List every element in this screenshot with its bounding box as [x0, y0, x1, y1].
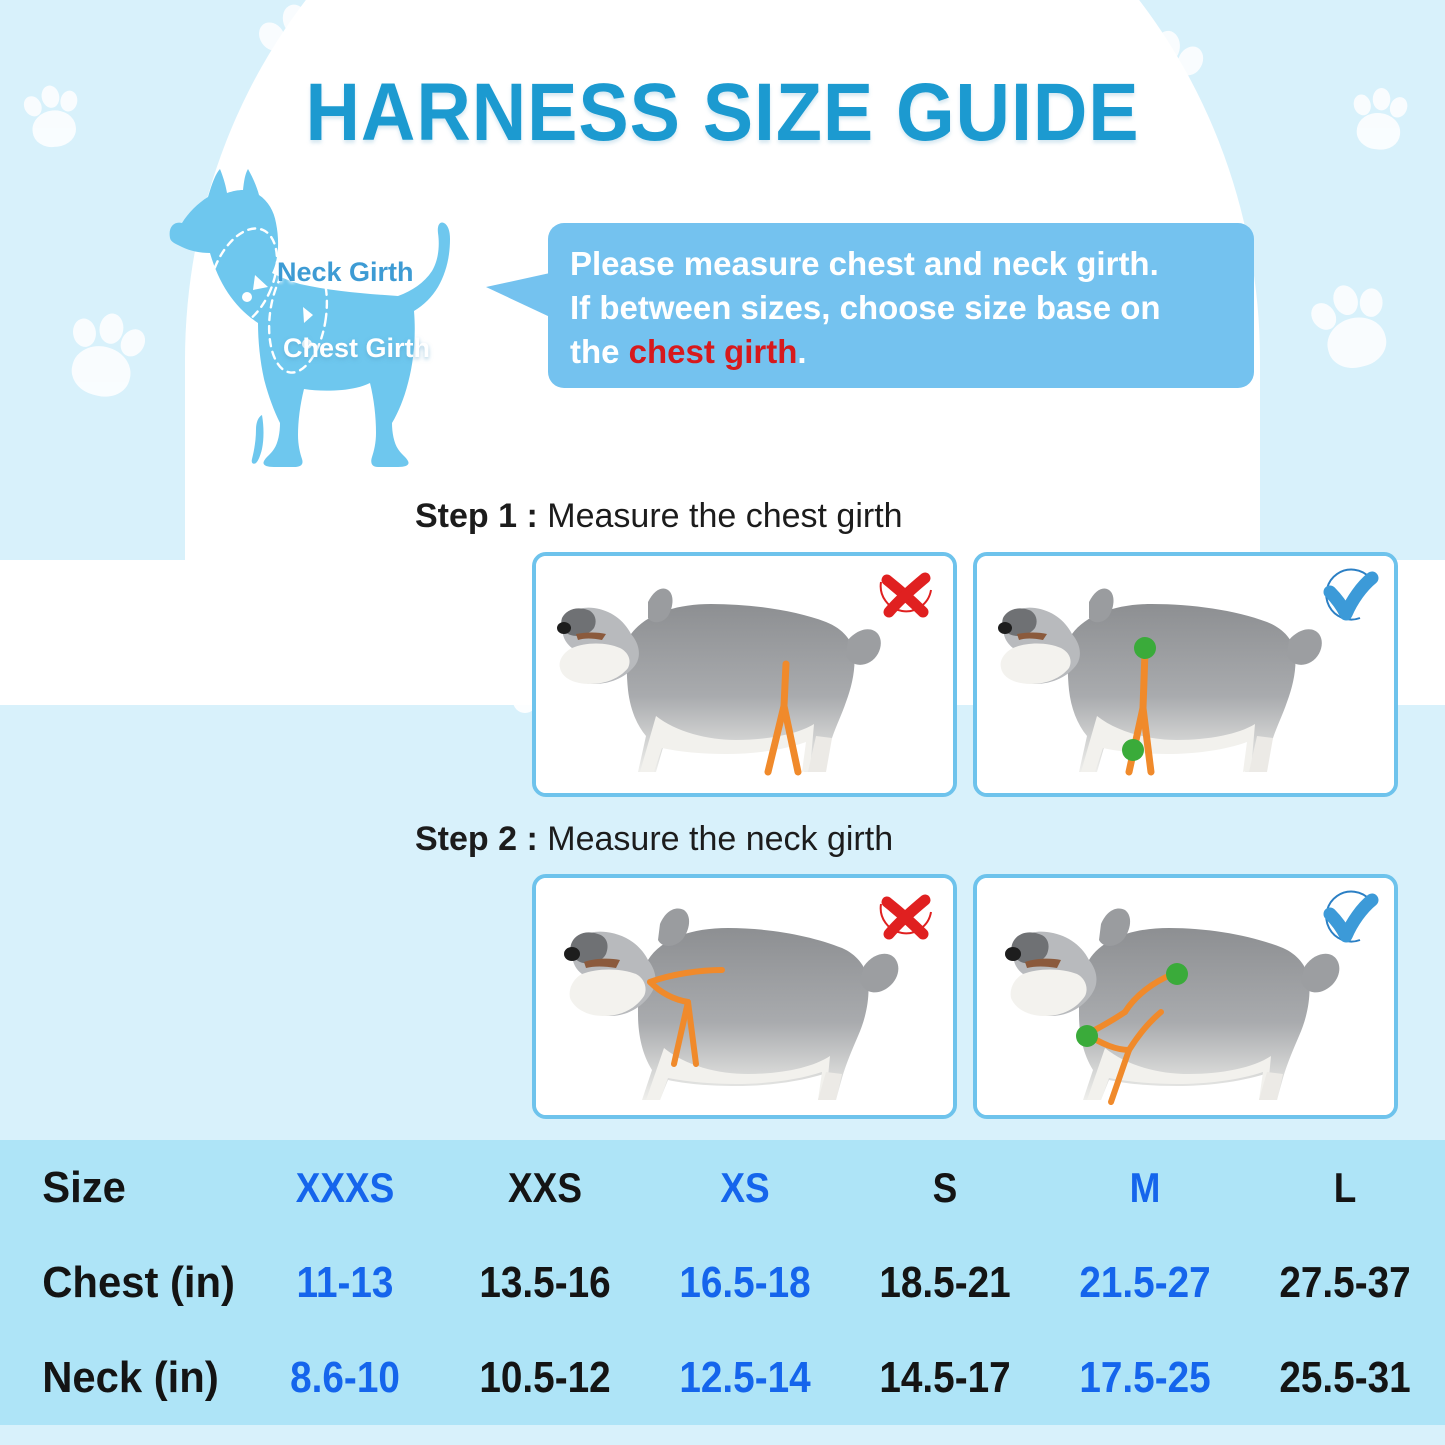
step-2-heading: Step 2 : Measure the neck girth — [415, 820, 893, 859]
dog-photo-svg — [1005, 908, 1340, 1105]
table-cell-chest-l: 27.5-37 — [1279, 1257, 1411, 1307]
chest-girth-label: Chest Girth — [283, 333, 431, 363]
cross-icon — [879, 894, 932, 940]
check-icon — [1323, 568, 1379, 621]
bubble-line-2: If between sizes, choose size base on — [570, 288, 1161, 326]
step-1-heading: Step 1 : Measure the chest girth — [415, 497, 903, 536]
table-cell-neck-xxxs: 8.6-10 — [290, 1352, 400, 1402]
check-icon — [1323, 890, 1379, 943]
size-table: Size XXXS XXS XS S M L Chest (in) 11-13 13.5-16 16… — [0, 1140, 1445, 1425]
table-cell-neck-s: 14.5-17 — [879, 1352, 1011, 1402]
bubble-line3-suffix: . — [797, 332, 807, 370]
table-size-header-m: M — [1129, 1163, 1161, 1211]
table-size-header-xxxs: XXXS — [295, 1163, 395, 1211]
dog-photo-svg — [564, 908, 899, 1100]
bubble-line-3: the chest girth. — [570, 330, 1254, 374]
table-cell-neck-xs: 12.5-14 — [679, 1352, 811, 1402]
step-2-correct-photo-card — [973, 874, 1398, 1119]
table-row-header-size: Size — [42, 1162, 126, 1212]
table-row-header-neck: Neck (in) — [42, 1352, 219, 1402]
table-cell-chest-s: 18.5-21 — [879, 1257, 1011, 1307]
dog-photo-chest-right — [977, 556, 1394, 793]
table-cell-chest-m: 21.5-27 — [1079, 1257, 1211, 1307]
table-blue-band — [0, 1140, 1445, 1425]
dog-photo-neck-right — [977, 878, 1394, 1115]
table-cell-chest-xxxs: 11-13 — [296, 1257, 394, 1307]
table-cell-neck-xxs: 10.5-12 — [479, 1352, 611, 1402]
dog-photo-svg — [557, 588, 881, 776]
step-1-description: Measure the chest girth — [547, 497, 903, 535]
dog-silhouette-svg — [169, 169, 450, 467]
bubble-tail — [486, 273, 550, 317]
table-cell-chest-xs: 16.5-18 — [679, 1257, 811, 1307]
dog-photo-svg — [998, 588, 1322, 776]
table-row-header-chest: Chest (in) — [42, 1257, 235, 1307]
step-1-number: Step 1 : — [415, 497, 538, 535]
table-cell-neck-l: 25.5-31 — [1279, 1352, 1411, 1402]
step-2-number: Step 2 : — [415, 820, 538, 858]
table-size-header-s: S — [932, 1163, 958, 1211]
step-2-description: Measure the neck girth — [547, 820, 894, 858]
table-cell-chest-xxs: 13.5-16 — [479, 1257, 611, 1307]
page-title: HARNESS SIZE GUIDE — [305, 67, 1140, 158]
bubble-highlight: chest girth — [628, 332, 798, 370]
measurement-instruction-bubble: Please measure chest and neck girth. If … — [486, 223, 1254, 388]
table-size-header-xs: XS — [720, 1163, 770, 1211]
bubble-line3-prefix: the — [570, 332, 629, 370]
table-cell-neck-m: 17.5-25 — [1079, 1352, 1211, 1402]
step-1-incorrect-photo-card — [532, 552, 957, 797]
step-1-correct-photo-card — [973, 552, 1398, 797]
dog-silhouette-diagram: Neck Girth Chest Girth — [140, 165, 560, 510]
step-2-incorrect-photo-card — [532, 874, 957, 1119]
neck-girth-label: Neck Girth — [277, 257, 414, 287]
cross-icon — [879, 572, 932, 618]
table-size-header-l: L — [1333, 1163, 1357, 1211]
table-size-header-xxs: XXS — [508, 1163, 582, 1211]
footer-strip — [0, 1425, 1445, 1445]
bubble-line-1: Please measure chest and neck girth. — [570, 245, 1159, 282]
